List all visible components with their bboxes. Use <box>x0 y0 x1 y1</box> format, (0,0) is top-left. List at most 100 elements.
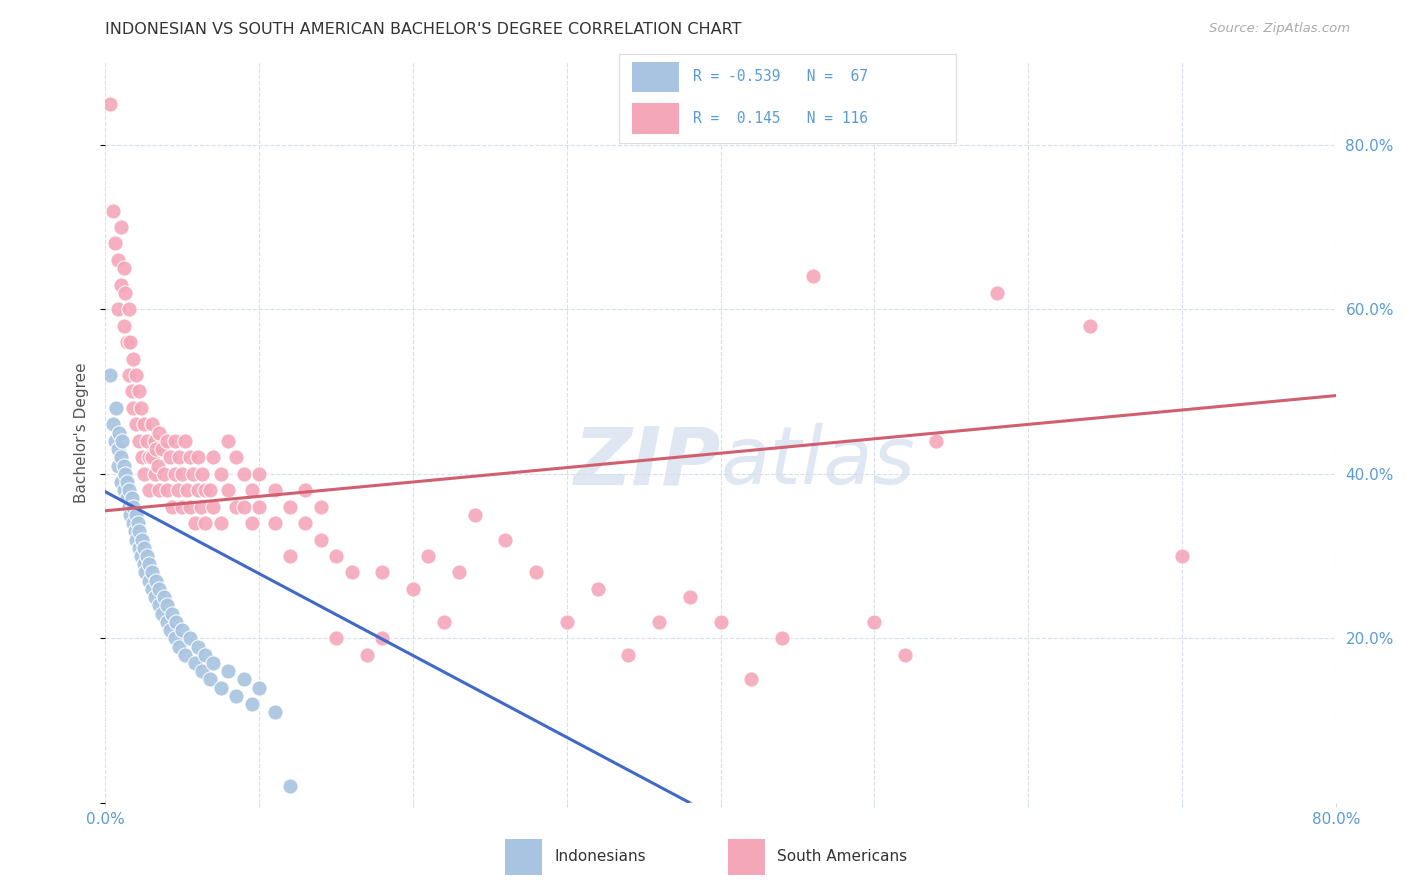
Point <box>141 566 163 580</box>
Point <box>156 615 179 629</box>
Point <box>120 335 141 350</box>
Point <box>166 483 188 498</box>
Point <box>240 483 263 498</box>
Point <box>163 632 186 646</box>
Point <box>183 516 205 530</box>
Point <box>132 541 155 555</box>
Point <box>371 566 394 580</box>
Text: Source: ZipAtlas.com: Source: ZipAtlas.com <box>1209 22 1350 36</box>
Point <box>209 516 232 530</box>
Point <box>187 483 209 498</box>
Point <box>101 417 124 432</box>
Point <box>309 533 332 547</box>
Text: atlas: atlas <box>721 423 915 501</box>
Point <box>172 623 194 637</box>
Point <box>110 277 132 292</box>
Point <box>127 516 149 530</box>
Point <box>122 351 145 366</box>
Point <box>145 574 167 588</box>
Point <box>160 500 183 514</box>
Point <box>187 450 209 465</box>
Point <box>433 615 456 629</box>
Point <box>125 417 148 432</box>
Point <box>617 648 640 662</box>
Point <box>114 467 136 481</box>
Point <box>132 417 155 432</box>
Point <box>586 582 609 596</box>
Point <box>107 252 129 267</box>
Text: South Americans: South Americans <box>778 849 907 863</box>
Point <box>143 590 166 604</box>
Point <box>202 450 225 465</box>
Point <box>555 615 578 629</box>
Point <box>138 483 160 498</box>
Point <box>108 425 131 440</box>
Point <box>129 549 152 563</box>
Point <box>202 656 225 670</box>
Point <box>449 566 471 580</box>
Point <box>132 558 155 572</box>
Point <box>156 599 179 613</box>
Point <box>128 524 150 539</box>
Point <box>107 442 129 456</box>
Point <box>179 500 201 514</box>
Text: R = -0.539   N =  67: R = -0.539 N = 67 <box>693 70 868 84</box>
Point <box>145 442 167 456</box>
Point <box>190 500 212 514</box>
Point <box>218 664 240 678</box>
Point <box>110 219 132 234</box>
Point <box>138 558 160 572</box>
Y-axis label: Bachelor's Degree: Bachelor's Degree <box>75 362 90 503</box>
Point <box>104 434 127 448</box>
Point <box>148 582 170 596</box>
Point <box>153 467 176 481</box>
FancyBboxPatch shape <box>633 103 679 134</box>
Point <box>202 500 225 514</box>
Point <box>101 203 124 218</box>
Point <box>129 401 152 415</box>
Point <box>150 607 173 621</box>
Point <box>105 401 128 415</box>
Point <box>132 467 155 481</box>
Point <box>159 623 181 637</box>
Point <box>136 434 159 448</box>
Point <box>247 500 270 514</box>
Point <box>138 450 160 465</box>
Point <box>418 549 440 563</box>
Point <box>770 632 793 646</box>
Point <box>128 434 150 448</box>
Point <box>198 673 221 687</box>
Point <box>98 96 121 111</box>
Point <box>240 516 263 530</box>
Point <box>278 549 301 563</box>
Point <box>153 590 176 604</box>
Point <box>148 425 170 440</box>
Point <box>117 500 139 514</box>
Point <box>115 491 138 506</box>
Point <box>143 467 166 481</box>
Point <box>294 516 316 530</box>
Text: INDONESIAN VS SOUTH AMERICAN BACHELOR'S DEGREE CORRELATION CHART: INDONESIAN VS SOUTH AMERICAN BACHELOR'S … <box>105 22 742 37</box>
Point <box>98 368 121 382</box>
Text: ZIP: ZIP <box>574 423 721 501</box>
Point <box>648 615 671 629</box>
Point <box>801 269 824 284</box>
Point <box>169 640 191 654</box>
Point <box>183 656 205 670</box>
Point <box>122 401 145 415</box>
Point <box>115 335 138 350</box>
Point <box>179 450 201 465</box>
Point <box>163 434 186 448</box>
Point <box>112 261 135 276</box>
Point <box>225 500 247 514</box>
Point <box>225 689 247 703</box>
Point <box>232 467 254 481</box>
Point <box>128 541 150 555</box>
Point <box>107 458 129 473</box>
Point <box>263 706 285 720</box>
Point <box>894 648 917 662</box>
Point <box>150 442 173 456</box>
Point <box>371 632 394 646</box>
Point <box>325 632 347 646</box>
Point <box>863 615 886 629</box>
